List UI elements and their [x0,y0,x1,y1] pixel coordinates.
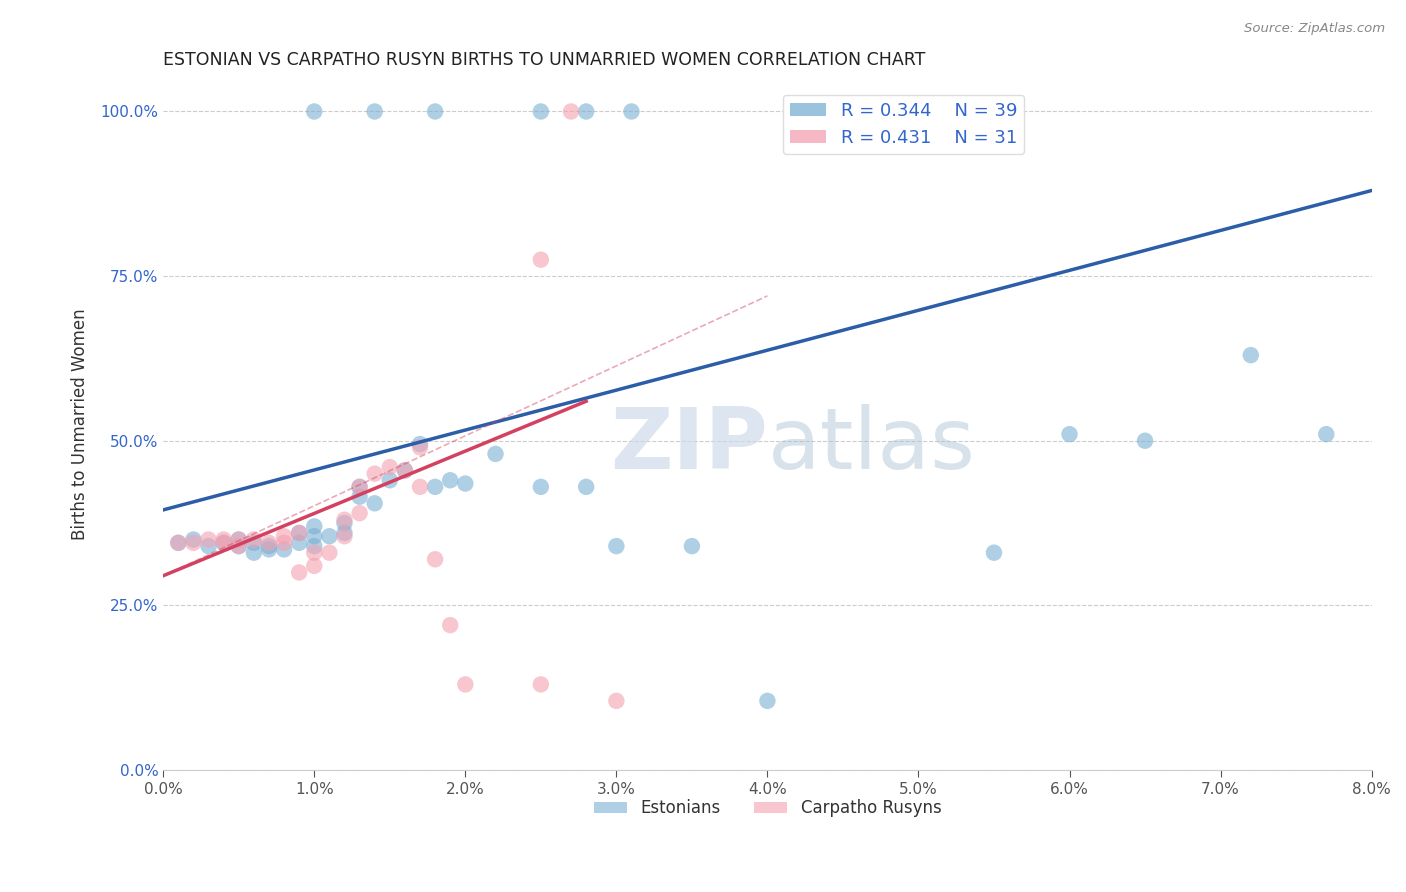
Point [304,539,326,553]
Point [378,460,401,475]
Text: atlas: atlas [768,403,976,486]
Point [423,104,446,119]
Point [530,104,553,119]
Point [605,539,627,553]
Point [1133,434,1156,448]
Point [363,496,385,510]
Point [349,480,371,494]
Point [304,558,326,573]
Point [257,536,280,550]
Point [288,566,311,580]
Point [1059,427,1081,442]
Point [318,529,340,543]
Point [378,473,401,487]
Point [349,480,371,494]
Point [167,536,190,550]
Point [288,525,311,540]
Point [681,539,703,553]
Point [273,542,295,557]
Point [349,490,371,504]
Point [243,536,266,550]
Point [575,104,598,119]
Point [228,539,250,553]
Point [394,463,416,477]
Point [228,533,250,547]
Point [333,513,356,527]
Point [257,539,280,553]
Point [288,525,311,540]
Point [363,467,385,481]
Point [273,529,295,543]
Point [304,529,326,543]
Text: ESTONIAN VS CARPATHO RUSYN BIRTHS TO UNMARRIED WOMEN CORRELATION CHART: ESTONIAN VS CARPATHO RUSYN BIRTHS TO UNM… [163,51,925,69]
Point [197,539,219,553]
Point [243,546,266,560]
Point [409,480,432,494]
Point [454,476,477,491]
Point [167,536,190,550]
Point [228,539,250,553]
Legend: Estonians, Carpatho Rusyns: Estonians, Carpatho Rusyns [586,793,948,824]
Point [423,480,446,494]
Y-axis label: Births to Unmarried Women: Births to Unmarried Women [72,309,89,540]
Point [333,529,356,543]
Point [288,536,311,550]
Point [439,618,461,632]
Point [333,516,356,530]
Point [363,104,385,119]
Point [257,542,280,557]
Point [304,519,326,533]
Point [530,677,553,691]
Point [530,480,553,494]
Point [212,536,235,550]
Point [212,533,235,547]
Point [560,104,582,119]
Point [228,533,250,547]
Point [1240,348,1263,362]
Point [983,546,1005,560]
Point [304,104,326,119]
Point [605,694,627,708]
Point [349,506,371,520]
Point [197,533,219,547]
Point [756,694,779,708]
Text: Source: ZipAtlas.com: Source: ZipAtlas.com [1244,22,1385,36]
Point [423,552,446,566]
Point [484,447,506,461]
Point [409,440,432,454]
Point [212,536,235,550]
Point [620,104,643,119]
Point [243,533,266,547]
Point [183,536,205,550]
Point [1315,427,1337,442]
Point [439,473,461,487]
Point [333,525,356,540]
Point [454,677,477,691]
Point [318,546,340,560]
Point [183,533,205,547]
Point [530,252,553,267]
Point [394,463,416,477]
Point [409,437,432,451]
Point [575,480,598,494]
Point [273,536,295,550]
Text: ZIP: ZIP [610,403,768,486]
Point [304,546,326,560]
